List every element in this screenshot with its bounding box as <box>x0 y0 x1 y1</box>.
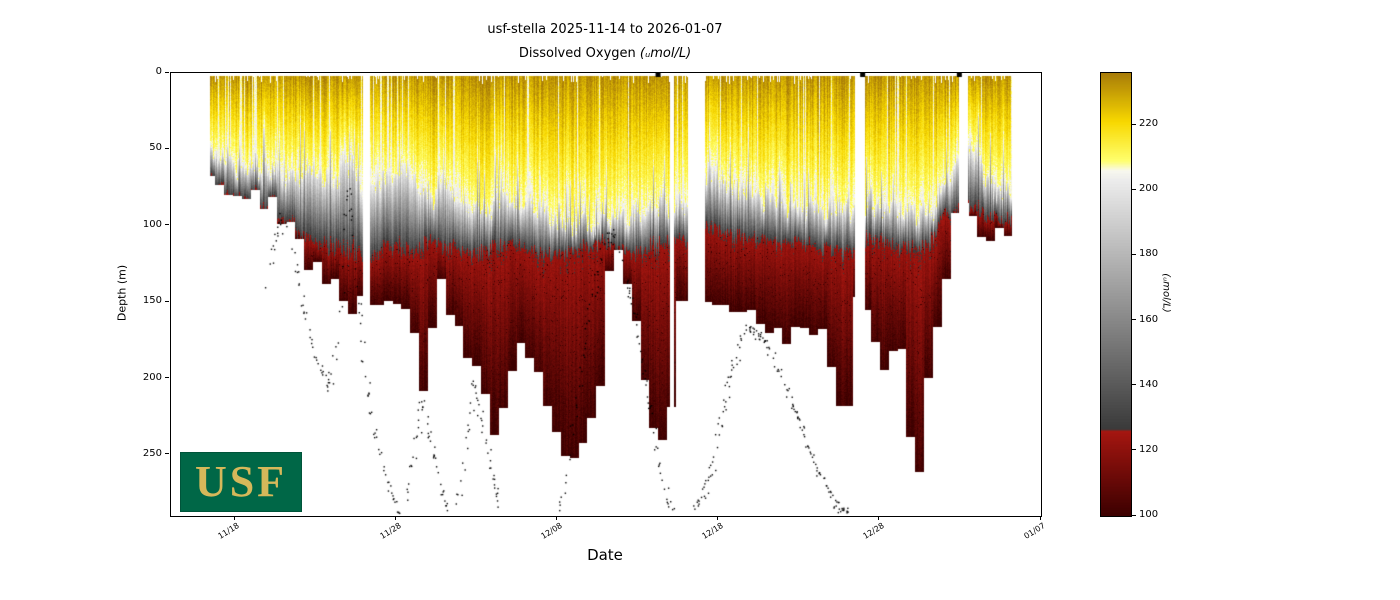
y-tick-mark <box>165 71 169 73</box>
subtitle-unit: (ᵤmol/L) <box>639 46 692 61</box>
x-tick-mark <box>556 516 558 520</box>
y-tick-label: 200 <box>142 371 162 383</box>
colorbar-tick-label: 200 <box>1139 183 1159 195</box>
colorbar-tick-mark <box>1132 319 1136 321</box>
colorbar-gradient-canvas <box>1101 73 1131 516</box>
colorbar-unit-label: (ᵤmol/L) <box>1160 273 1172 313</box>
colorbar-tick-label: 180 <box>1139 248 1159 260</box>
plot-area <box>170 72 1042 517</box>
y-tick-label: 100 <box>142 218 162 230</box>
colorbar-tick-label: 140 <box>1139 378 1159 390</box>
x-tick-mark <box>233 516 235 520</box>
y-tick-label: 150 <box>142 295 162 307</box>
page-title: usf-stella 2025-11-14 to 2026-01-07 <box>487 22 723 37</box>
colorbar-tick-mark <box>1132 123 1136 125</box>
colorbar-tick-mark <box>1132 188 1136 190</box>
y-tick-mark <box>165 377 169 379</box>
y-tick-mark <box>165 147 169 149</box>
page-subtitle: Dissolved Oxygen (ᵤmol/L) <box>170 46 1040 61</box>
colorbar-tick-mark <box>1132 384 1136 386</box>
x-tick-mark <box>717 516 719 520</box>
colorbar-tick-label: 100 <box>1139 509 1159 520</box>
y-tick-mark <box>165 224 169 226</box>
usf-logo-text: USF <box>194 457 288 506</box>
y-tick-mark <box>165 453 169 455</box>
colorbar-tick-mark <box>1132 449 1136 451</box>
x-tick-mark <box>395 516 397 520</box>
x-axis-label: Date <box>587 546 623 564</box>
y-axis-label: Depth (m) <box>115 264 129 322</box>
x-tick-mark <box>1039 516 1041 520</box>
subtitle-text: Dissolved Oxygen <box>518 46 640 61</box>
y-tick-label: 0 <box>155 66 162 77</box>
oxygen-heatmap-canvas <box>171 73 1041 516</box>
colorbar-tick-mark <box>1132 514 1136 516</box>
y-tick-label: 50 <box>149 142 162 154</box>
colorbar-tick-label: 160 <box>1139 313 1159 325</box>
colorbar <box>1100 72 1132 517</box>
colorbar-tick-mark <box>1132 253 1136 255</box>
y-tick-label: 250 <box>142 447 162 459</box>
colorbar-tick-label: 220 <box>1139 118 1159 130</box>
y-tick-mark <box>165 300 169 302</box>
x-tick-mark <box>878 516 880 520</box>
colorbar-tick-label: 120 <box>1139 443 1159 455</box>
usf-logo: USF <box>180 452 302 512</box>
